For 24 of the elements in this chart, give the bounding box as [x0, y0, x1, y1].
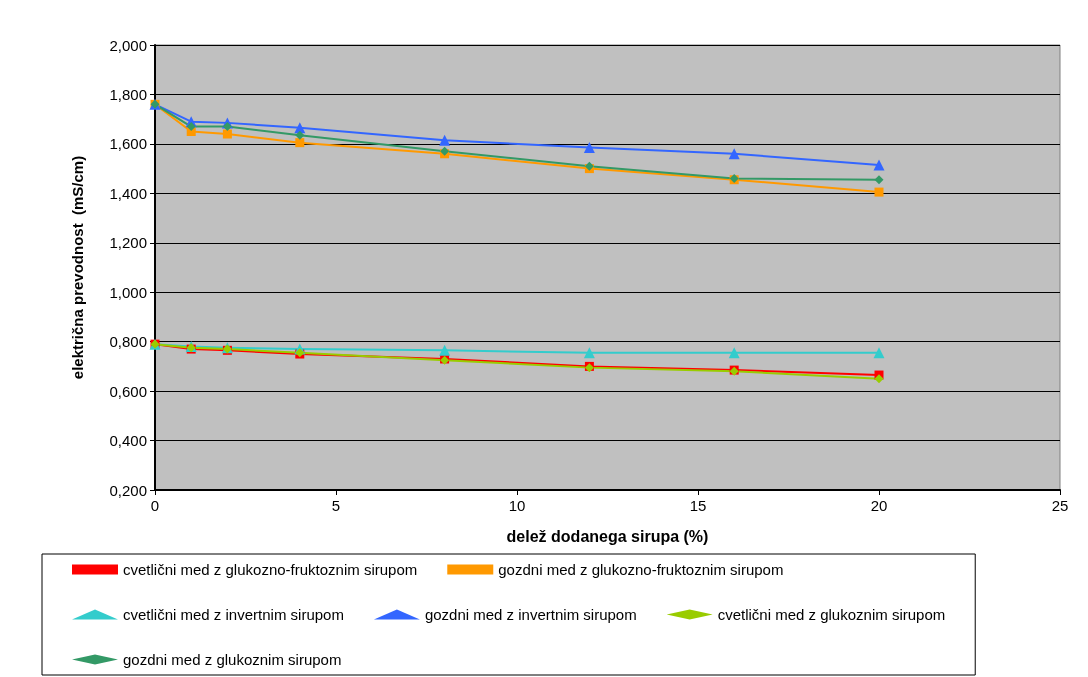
legend-label: gozdni med z glukozno-fruktoznim sirupom [498, 561, 784, 578]
legend-label: cvetlični med z glukoznim sirupom [717, 606, 946, 623]
legend-label: gozdni med z glukoznim sirupom [123, 651, 342, 668]
y-tick-label: 0,200 [109, 481, 147, 499]
y-tick-label: 1,600 [109, 135, 147, 153]
x-tick-label: 25 [1051, 497, 1069, 514]
legend-label: cvetlični med z invertnim sirupom [123, 606, 344, 623]
legend-label: gozdni med z invertnim sirupom [424, 606, 637, 623]
y-tick-label: 0,400 [109, 432, 147, 450]
legend-label: cvetlični med z glukozno-fruktoznim sirupom [123, 561, 418, 578]
y-tick-label: 1,000 [109, 283, 147, 301]
y-tick-label: 1,400 [109, 184, 147, 202]
y-axis-title: električna prevodnost (mS/cm) [69, 155, 86, 380]
y-tick-label: 0,800 [109, 333, 147, 351]
y-tick-label: 0,600 [109, 382, 147, 400]
x-tick-label: 10 [508, 497, 526, 514]
x-tick-label: 0 [150, 497, 160, 514]
y-tick-label: 1,800 [109, 85, 147, 103]
x-tick-label: 15 [689, 497, 707, 514]
x-tick-label: 20 [870, 497, 888, 514]
x-tick-label: 5 [331, 497, 341, 514]
y-tick-label: 2,000 [109, 36, 147, 54]
y-tick-label: 1,200 [109, 234, 147, 252]
x-axis-title: delež dodanega sirupa (%) [506, 527, 709, 545]
